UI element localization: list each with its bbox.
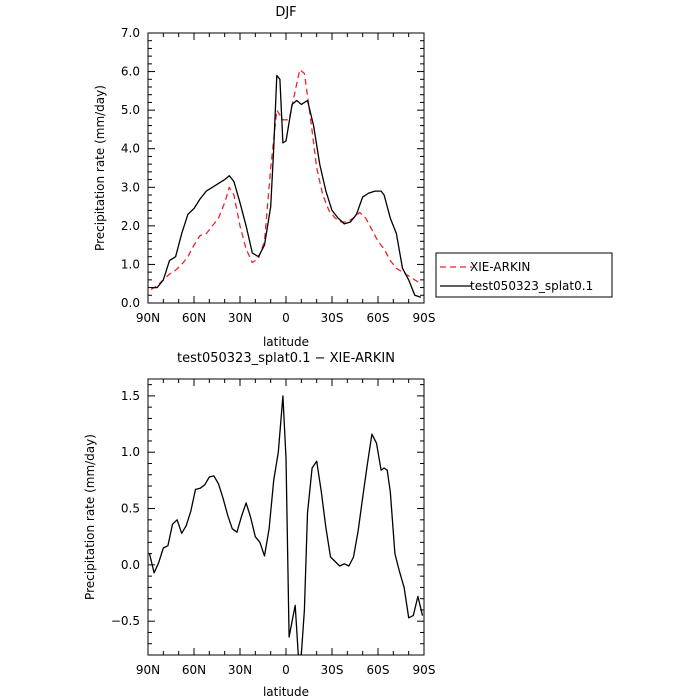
legend-box	[435, 252, 613, 298]
difference-y-tick-label: 1.5	[121, 389, 140, 403]
djf-y-tick-label: 4.0	[121, 142, 140, 156]
djf-y-tick-label: 2.0	[121, 219, 140, 233]
legend: XIE-ARKIN test050323_splat0.1	[435, 252, 613, 298]
djf-x-tick-label: 60S	[367, 311, 390, 325]
difference-chart: test050323_splat0.1 − XIE-ARKIN 90N 60N 30…	[83, 351, 435, 699]
djf-x-tick-label: 30N	[228, 311, 252, 325]
legend-label-xie-arkin: XIE-ARKIN	[470, 260, 530, 274]
difference-y-tick-label: 1.0	[121, 445, 140, 459]
djf-y-tick-label: 5.0	[121, 103, 140, 117]
difference-x-tick-label: 30S	[321, 663, 344, 677]
difference-series-layer	[148, 395, 424, 655]
djf-y-tick-label: 1.0	[121, 257, 140, 271]
difference-series-line-0	[148, 395, 424, 655]
djf-y-tick-label: 6.0	[121, 65, 140, 79]
djf-axes: 90N 60N 30N 0 30S 60S 90S 0.0 1.0 2.0 3.0 4.0 5.0 6.0…	[121, 26, 436, 325]
difference-chart-title: test050323_splat0.1 − XIE-ARKIN	[177, 351, 395, 366]
difference-x-tick-label: 0	[282, 663, 290, 677]
djf-series-line-1	[151, 74, 422, 298]
djf-chart: DJF 90N 60N 30N 0 30S 60S 90S 0.0 1.0 2.0 3.0 4.0 5.…	[93, 5, 435, 349]
djf-x-tick-label: 60N	[182, 311, 206, 325]
difference-x-tick-label: 90N	[136, 663, 160, 677]
difference-y-tick-label: 0.0	[121, 558, 140, 572]
djf-series-line-0	[150, 68, 422, 291]
djf-y-axis-label: Precipitation rate (mm/day)	[93, 85, 107, 251]
djf-x-tick-label: 90S	[413, 311, 436, 325]
difference-x-tick-label: 90S	[413, 663, 436, 677]
legend-label-test050323: test050323_splat0.1	[470, 279, 593, 293]
djf-x-tick-label: 30S	[321, 311, 344, 325]
difference-x-tick-label: 30N	[228, 663, 252, 677]
difference-y-tick-label: 0.5	[121, 502, 140, 516]
djf-x-axis-label: latitude	[263, 335, 309, 349]
djf-series-layer	[150, 68, 422, 298]
difference-x-tick-label: 60N	[182, 663, 206, 677]
djf-chart-title: DJF	[275, 5, 296, 20]
djf-y-tick-label: 7.0	[121, 26, 140, 40]
difference-x-axis-label: latitude	[263, 685, 309, 699]
difference-y-axis-label: Precipitation rate (mm/day)	[83, 434, 97, 600]
djf-x-tick-label: 0	[282, 311, 290, 325]
djf-y-tick-label: 0.0	[121, 296, 140, 310]
djf-y-tick-label: 3.0	[121, 180, 140, 194]
difference-y-tick-label: −0.5	[111, 614, 140, 628]
difference-x-tick-label: 60S	[367, 663, 390, 677]
difference-axes: 90N 60N 30N 0 30S 60S 90S −0.5 0.0 0.5 1.0 1.5	[111, 379, 436, 677]
djf-x-tick-label: 90N	[136, 311, 160, 325]
djf-plot-frame	[147, 32, 425, 304]
